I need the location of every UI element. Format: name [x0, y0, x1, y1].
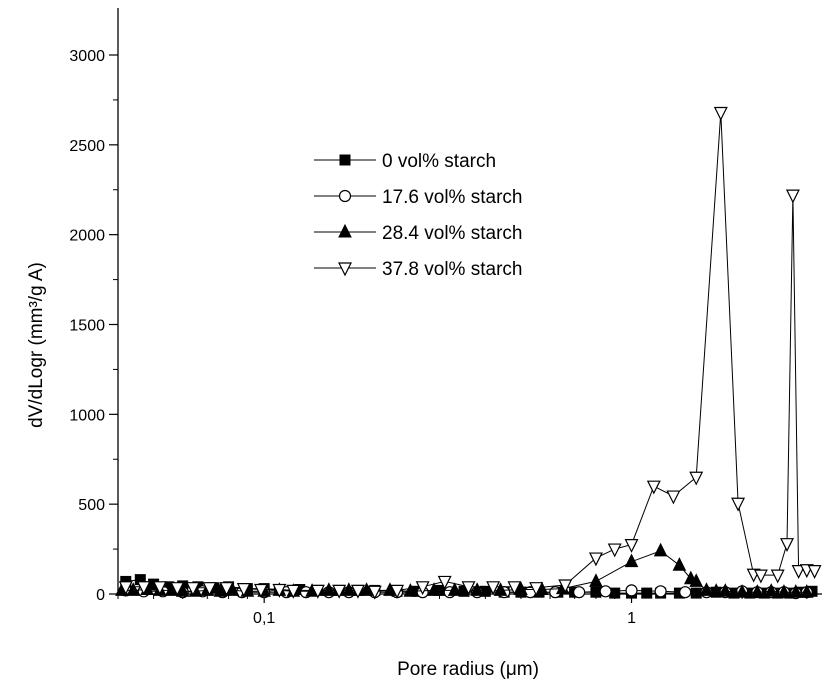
data-point: [390, 584, 405, 599]
y-tick-label: 2000: [69, 228, 105, 245]
data-point: [689, 573, 704, 587]
data-point: [359, 582, 374, 596]
data-point: [770, 569, 785, 584]
data-point: [427, 582, 441, 596]
legend-entry: 0 vol% starch: [314, 151, 496, 172]
legend-entry: 28.4 vol% starch: [314, 223, 522, 244]
data-point: [785, 189, 800, 204]
data-point: [186, 582, 200, 597]
data-point: [666, 490, 681, 505]
data-point: [654, 585, 667, 598]
data-point: [646, 480, 661, 495]
legend-entry: 37.8 vol% starch: [314, 259, 522, 280]
data-point: [690, 587, 702, 599]
data-point: [589, 573, 603, 587]
data-point: [764, 583, 779, 597]
data-point: [713, 106, 728, 121]
data-point: [350, 584, 365, 599]
legend-label: 17.6 vol% starch: [382, 187, 522, 208]
data-point: [558, 579, 573, 594]
data-point: [514, 581, 528, 596]
data-point: [641, 587, 653, 599]
data-point: [625, 584, 638, 597]
data-point: [672, 557, 687, 571]
data-point: [753, 569, 768, 584]
data-point: [709, 583, 723, 597]
data-point: [799, 584, 814, 598]
data-point: [403, 583, 418, 597]
data-point: [624, 553, 639, 568]
x-axis-title: Pore radius (μm): [397, 659, 539, 680]
y-tick-label: 2500: [69, 138, 105, 155]
data-point: [437, 575, 452, 590]
axes: 0 500 1000 1500 2000 2500 3000 0,1 1: [69, 8, 822, 627]
legend-marker: [339, 154, 351, 166]
data-point: [507, 581, 522, 596]
y-axis-title: dV/dLogr (mm³/g A): [26, 262, 47, 428]
legend-label: 37.8 vol% starch: [382, 259, 522, 280]
legend-marker: [338, 223, 352, 238]
data-point: [588, 552, 603, 567]
y-tick-label: 3000: [69, 48, 105, 65]
data-point: [731, 497, 746, 512]
data-point: [152, 581, 167, 596]
data-point: [213, 583, 228, 597]
data-point: [791, 565, 806, 579]
legend-entry: 17.6 vol% starch: [314, 187, 522, 208]
data-point: [236, 583, 251, 597]
data-point: [607, 543, 622, 558]
data-point: [272, 583, 287, 598]
series-line: [125, 112, 815, 592]
data-point: [415, 581, 430, 596]
data-point: [461, 581, 476, 596]
data-point: [689, 471, 704, 486]
legend: 0 vol% starch 17.6 vol% starch 28.4 vol% s…: [314, 151, 522, 280]
data-point: [788, 584, 803, 598]
data-point: [332, 584, 347, 599]
data-point: [750, 584, 765, 598]
y-tick-label: 1000: [69, 407, 105, 424]
data-point: [367, 585, 382, 600]
data-point: [653, 542, 668, 557]
y-tick-label: 1500: [69, 318, 105, 335]
y-tick-label: 500: [78, 497, 105, 514]
data-point: [624, 538, 639, 553]
data-point: [529, 582, 544, 597]
data-point: [679, 586, 692, 599]
x-tick-label: 0,1: [253, 610, 275, 627]
data-point: [777, 584, 791, 598]
data-point: [219, 582, 234, 597]
data-point: [470, 582, 484, 596]
data-point: [286, 584, 301, 599]
data-point: [136, 581, 151, 596]
data-point: [486, 581, 501, 596]
data-point: [573, 586, 586, 599]
data-point: [807, 565, 822, 579]
data-point: [253, 583, 268, 598]
legend-label: 0 vol% starch: [382, 151, 496, 172]
data-point: [699, 582, 714, 596]
data-point: [447, 582, 462, 596]
data-point: [780, 538, 794, 553]
data-point: [118, 581, 133, 596]
data-point: [126, 582, 141, 596]
legend-marker: [338, 189, 352, 203]
data-point: [170, 582, 185, 597]
data-point: [310, 584, 325, 599]
data-point: [718, 583, 733, 597]
series-4: [118, 106, 822, 600]
y-tick-label: 0: [96, 587, 105, 604]
data-point: [322, 582, 336, 596]
data-point: [599, 585, 612, 598]
data-point: [342, 582, 356, 596]
data-point: [735, 584, 749, 598]
series-layer: [115, 106, 822, 600]
legend-marker: [338, 262, 352, 277]
data-point: [202, 582, 217, 597]
x-tick-label: 1: [627, 610, 636, 627]
legend-label: 28.4 vol% starch: [382, 223, 522, 244]
data-point: [493, 582, 508, 596]
